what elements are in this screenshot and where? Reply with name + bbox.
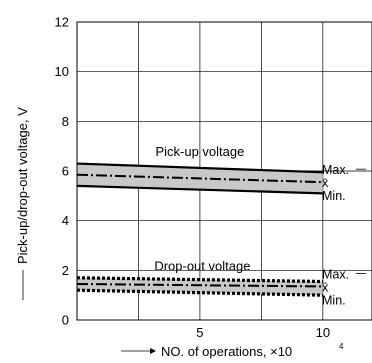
x-axis-arrowhead [150, 348, 156, 354]
pickup-mean-line [76, 173, 323, 184]
pickup-max-line [76, 162, 323, 174]
y-tick-label: 8 [62, 114, 69, 129]
dropout-side-label: Min. [322, 293, 346, 307]
pickup-side-label: Max. [322, 163, 349, 177]
y-axis-label: Pick-up/drop-out voltage, V [15, 107, 30, 264]
pickup-min-line [76, 184, 323, 195]
y-tick-label: 4 [62, 213, 69, 228]
x-tick-label: 10 [316, 325, 330, 340]
x-tick-label: 5 [196, 325, 203, 340]
dropout-side-label: x̄ [322, 280, 329, 294]
pickup-side-label: Min. [322, 189, 346, 203]
y-tick-label: 10 [55, 64, 69, 79]
y-tick-label: 6 [62, 164, 69, 179]
x-axis-label-group: NO. of operations, ×10 4 [121, 342, 344, 359]
dropout-side-label: Max. [322, 267, 349, 281]
dropout-max-line [76, 276, 323, 284]
y-tick-label: 12 [55, 15, 69, 30]
dropout-min-line [76, 288, 323, 297]
dropout-mean-line [76, 282, 323, 288]
x-axis-label-exponent: 4 [339, 342, 344, 351]
pickup-voltage-label: Pick-up voltage [155, 144, 244, 159]
series-lines [76, 162, 323, 297]
y-tick-label: 2 [62, 263, 69, 278]
y-tick-label: 0 [62, 313, 69, 328]
plot-frame [76, 21, 372, 321]
pickup-side-label: x̄ [322, 176, 329, 190]
y-axis-label-group: Pick-up/drop-out voltage, V [15, 107, 30, 300]
x-axis-label: NO. of operations, ×10 [161, 344, 292, 359]
dropout-voltage-label: Drop-out voltage [154, 259, 250, 274]
tick-labels: 0 2 4 6 8 10 12 5 10 [55, 15, 331, 341]
